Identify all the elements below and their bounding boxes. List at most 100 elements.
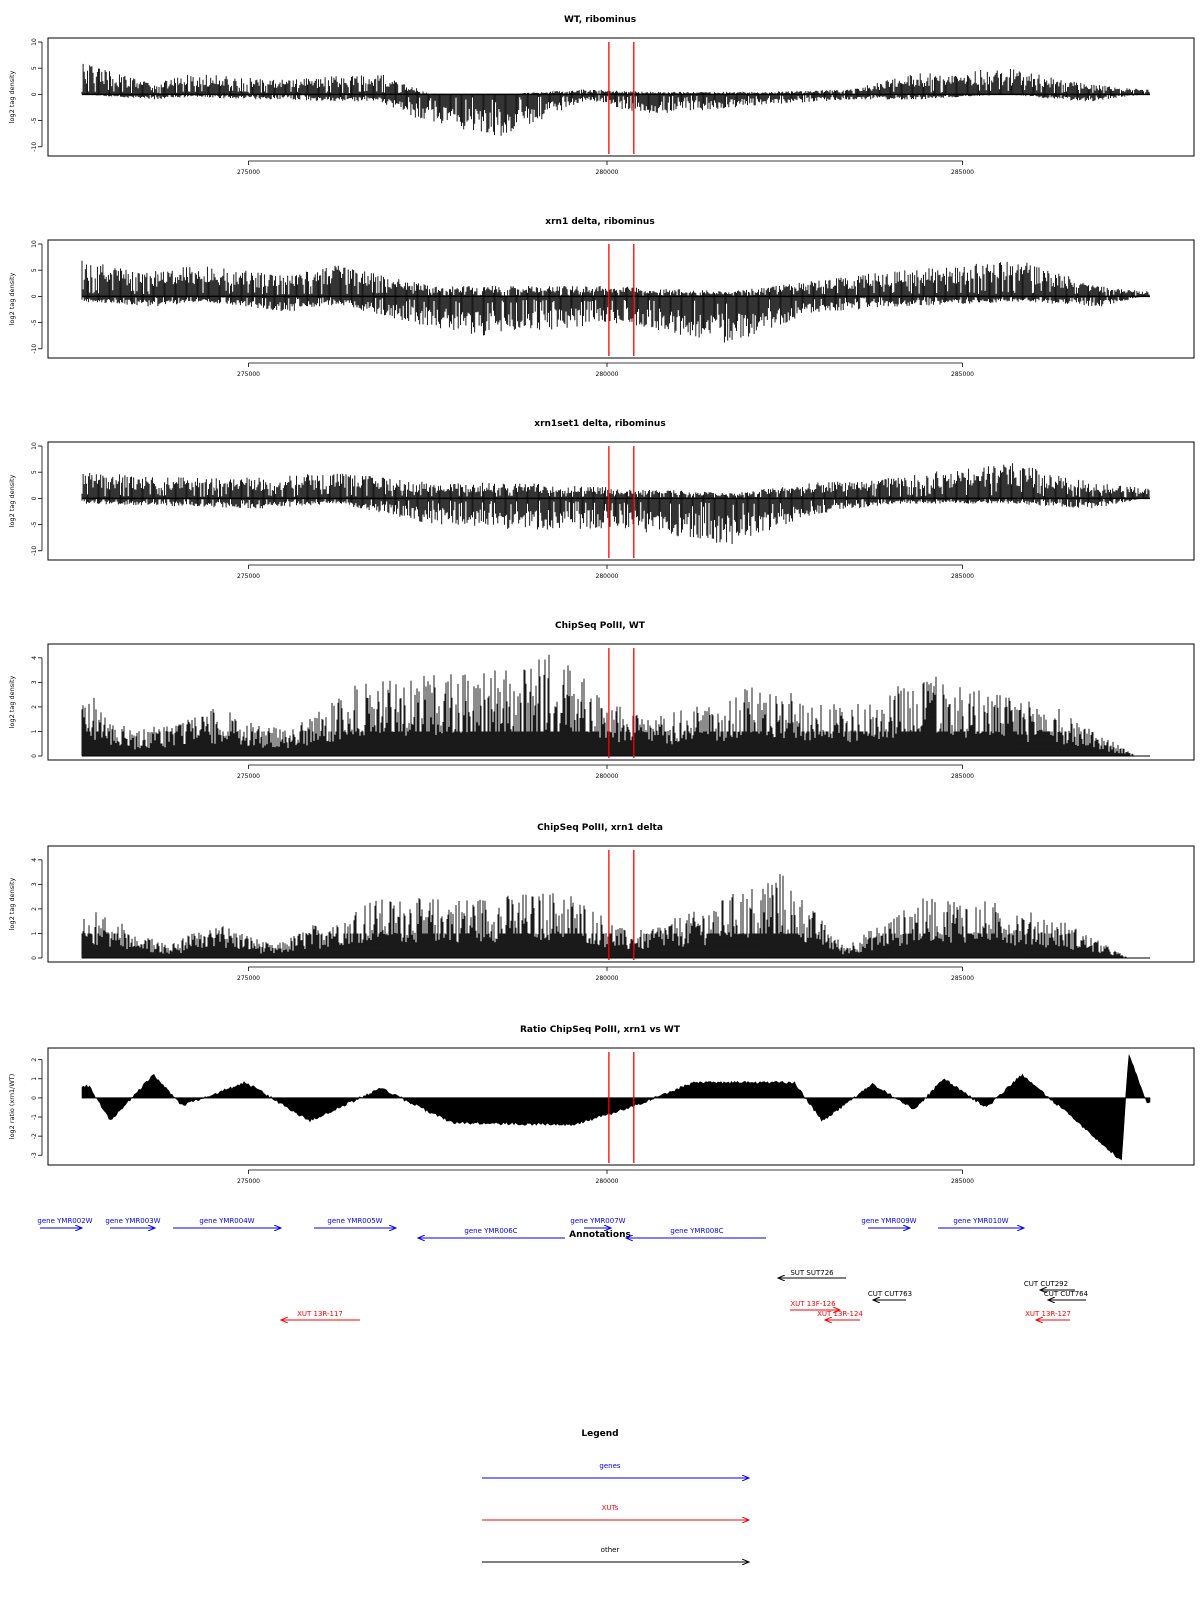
x-tick-label: 280000 <box>596 1178 619 1185</box>
feature-xut: XUT 13R-127 <box>1025 1310 1071 1320</box>
feature-gene: gene YMR009W <box>861 1217 917 1228</box>
feature-xut: XUT 13R-117 <box>281 1310 360 1320</box>
signal-bars <box>81 463 1150 544</box>
feature-label: gene YMR008C <box>670 1227 723 1235</box>
x-tick-label: 285000 <box>951 573 974 580</box>
y-tick-label: -10 <box>31 344 38 354</box>
feature-label: gene YMR007W <box>570 1217 625 1225</box>
y-tick-label: 0 <box>31 754 38 758</box>
y-tick-label: 2 <box>31 907 38 911</box>
data-bars <box>81 260 1150 343</box>
data-bars <box>81 463 1150 544</box>
data-bars <box>81 1054 1151 1161</box>
feature-label: gene YMR002W <box>37 1217 92 1225</box>
feature-gene: gene YMR002W <box>37 1217 93 1228</box>
y-tick-label: -5 <box>31 117 38 123</box>
feature-label: XUT 13R-127 <box>1025 1310 1071 1318</box>
feature-gene: gene YMR005W <box>314 1217 396 1228</box>
x-tick-label: 275000 <box>237 773 260 780</box>
annotations-section: Annotations gene YMR002W gene YMR003W gene… <box>37 1217 1089 1320</box>
feature-label: gene YMR006C <box>464 1227 517 1235</box>
panel-title: ChipSeq PolII, WT <box>555 621 646 631</box>
feature-other: CUT CUT763 <box>868 1290 912 1300</box>
y-tick-label: -10 <box>31 142 38 152</box>
feature-label: CUT CUT292 <box>1024 1280 1068 1288</box>
track-panel: Ratio ChipSeq PolII, xrn1 vs WT 2 1 0 -1 -2 -3… <box>8 1025 1195 1185</box>
y-tick-label: 1 <box>31 931 38 935</box>
y-tick-label: 4 <box>31 656 38 660</box>
feature-label: gene YMR003W <box>105 1217 160 1225</box>
feature-gene: gene YMR008C <box>626 1227 766 1238</box>
feature-gene: gene YMR004W <box>173 1217 281 1228</box>
x-tick-label: 275000 <box>237 975 260 982</box>
signal-bars <box>81 260 1150 343</box>
signal-bars <box>81 874 1127 958</box>
y-tick-label: 0 <box>31 1096 38 1100</box>
feature-gene: gene YMR010W <box>938 1217 1024 1228</box>
feature-label: XUT 13R-124 <box>817 1310 863 1318</box>
panel-title: Ratio ChipSeq PolII, xrn1 vs WT <box>520 1025 681 1035</box>
x-tick-label: 280000 <box>596 573 619 580</box>
data-bars <box>81 874 1150 959</box>
y-tick-label: -1 <box>31 1114 38 1120</box>
y-tick-label: 10 <box>31 442 38 450</box>
y-axis-label: log2 tag density <box>8 475 16 528</box>
data-bars <box>81 63 1150 136</box>
x-tick-label: 280000 <box>596 371 619 378</box>
legend-entries: genes XUTs other <box>482 1462 749 1562</box>
legend-entry-xut: XUTs <box>482 1504 749 1520</box>
y-tick-label: 3 <box>31 882 38 886</box>
feature-label: gene YMR010W <box>953 1217 1008 1225</box>
y-axis-label: log2 tag density <box>8 273 16 326</box>
y-tick-label: -5 <box>31 521 38 527</box>
legend-label: genes <box>599 1462 620 1470</box>
feature-label: CUT CUT764 <box>1044 1290 1089 1298</box>
y-tick-label: 0 <box>31 496 38 500</box>
track-panel: xrn1 delta, ribominus 10 5 0 -5 -10 log2 tag d… <box>8 217 1195 378</box>
x-tick-label: 275000 <box>237 169 260 176</box>
y-tick-label: -3 <box>31 1152 38 1158</box>
y-axis-label: log2 tag density <box>8 676 16 729</box>
y-tick-label: 5 <box>31 268 38 272</box>
legend-title: Legend <box>581 1429 618 1439</box>
legend-entry-gene: genes <box>482 1462 749 1478</box>
feature-other: CUT CUT292 <box>1024 1280 1075 1290</box>
annotations-title: Annotations <box>569 1230 631 1240</box>
panel-title: WT, ribominus <box>564 15 636 25</box>
feature-label: gene YMR004W <box>199 1217 254 1225</box>
legend-label: XUTs <box>602 1504 619 1512</box>
ratio-area <box>81 1054 1151 1161</box>
x-tick-label: 280000 <box>596 773 619 780</box>
x-tick-label: 285000 <box>951 975 974 982</box>
y-tick-label: 0 <box>31 294 38 298</box>
y-tick-label: 1 <box>31 1077 38 1081</box>
x-tick-label: 285000 <box>951 1178 974 1185</box>
feature-label: XUT 13R-117 <box>297 1310 343 1318</box>
feature-label: CUT CUT763 <box>868 1290 912 1298</box>
panel-title: xrn1 delta, ribominus <box>545 217 654 227</box>
feature-label: gene YMR009W <box>861 1217 916 1225</box>
x-tick-label: 285000 <box>951 773 974 780</box>
feature-gene: gene YMR006C <box>418 1227 565 1238</box>
y-tick-label: 4 <box>31 858 38 862</box>
feature-gene: gene YMR003W <box>105 1217 161 1228</box>
y-tick-label: -2 <box>31 1133 38 1139</box>
panel-frame <box>47 37 1195 157</box>
feature-gene: gene YMR007W <box>570 1217 626 1228</box>
legend: Legend genes XUTs other <box>482 1429 749 1562</box>
x-tick-label: 285000 <box>951 169 974 176</box>
feature-other: CUT CUT764 <box>1044 1290 1089 1300</box>
track-panel: xrn1set1 delta, ribominus 10 5 0 -5 -10 log2 t… <box>8 419 1195 580</box>
panel-frame <box>47 239 1195 359</box>
y-tick-label: -5 <box>31 319 38 325</box>
y-tick-label: 2 <box>31 705 38 709</box>
y-tick-label: 0 <box>31 92 38 96</box>
feature-label: SUT SUT726 <box>790 1269 834 1277</box>
x-tick-label: 280000 <box>596 975 619 982</box>
panel-frame <box>47 643 1195 761</box>
panel-frame <box>47 1047 1195 1166</box>
x-tick-label: 280000 <box>596 169 619 176</box>
y-tick-label: 10 <box>31 38 38 46</box>
